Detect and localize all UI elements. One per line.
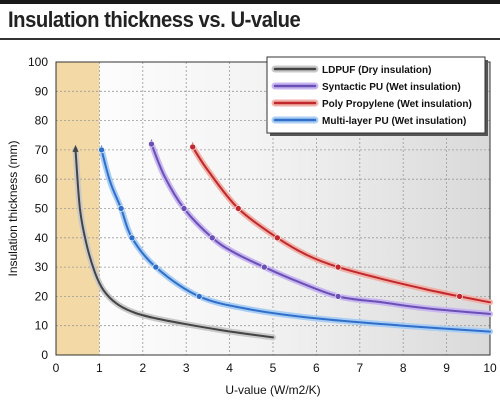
legend-label: Syntactic PU (Wet insulation) xyxy=(322,82,461,93)
chart-title: Insulation thickness vs. U-value xyxy=(8,7,301,32)
data-point xyxy=(334,293,342,300)
data-point xyxy=(117,205,125,212)
data-point xyxy=(152,263,160,271)
x-tick-label: 9 xyxy=(443,361,450,375)
y-tick-label: 40 xyxy=(35,231,49,245)
x-tick-label: 3 xyxy=(183,361,190,375)
y-tick-label: 10 xyxy=(35,319,49,333)
x-tick-label: 10 xyxy=(483,361,497,375)
data-point xyxy=(148,140,155,148)
x-tick-label: 5 xyxy=(270,361,277,375)
title-divider xyxy=(0,38,500,40)
x-tick-label: 6 xyxy=(313,361,320,375)
series-start-marker xyxy=(72,144,79,152)
series-line xyxy=(74,148,274,339)
x-tick-label: 0 xyxy=(53,361,60,375)
top-bar xyxy=(0,0,500,4)
x-tick-label: 7 xyxy=(356,361,363,375)
data-point xyxy=(274,234,281,242)
y-tick-label: 0 xyxy=(41,348,48,362)
x-tick-label: 2 xyxy=(139,361,146,375)
x-tick-label: 4 xyxy=(226,361,233,375)
y-axis-label: Insulation thickness (mm) xyxy=(6,140,20,276)
data-point xyxy=(208,234,216,242)
series-line xyxy=(191,146,491,304)
series-line xyxy=(100,148,491,333)
x-tick-label: 8 xyxy=(400,361,407,375)
data-point xyxy=(456,293,463,300)
series-1 xyxy=(72,144,276,341)
y-tick-label: 30 xyxy=(35,260,49,274)
data-point xyxy=(334,263,342,271)
legend: LDPUF (Dry insulation) Syntactic PU (Wet … xyxy=(266,56,488,136)
series-3 xyxy=(189,141,493,306)
legend-label: LDPUF (Dry insulation) xyxy=(322,65,431,76)
legend-label: Multi-layer PU (Wet insulation) xyxy=(322,116,466,127)
x-axis-label: U-value (W/m2/K) xyxy=(225,383,320,397)
data-point xyxy=(195,293,203,300)
series-lines xyxy=(72,139,493,341)
series-4 xyxy=(98,144,493,335)
legend-label: Poly Propylene (Wet insulation) xyxy=(322,99,472,110)
y-tick-label: 60 xyxy=(35,172,49,186)
data-point xyxy=(234,205,242,212)
y-tick-label: 90 xyxy=(35,84,49,98)
y-tick-label: 70 xyxy=(35,143,49,157)
y-tick-label: 20 xyxy=(35,289,49,303)
y-tick-label: 80 xyxy=(35,114,49,128)
y-tick-label: 50 xyxy=(35,202,49,216)
x-tick-label: 1 xyxy=(96,361,103,375)
data-point xyxy=(261,263,268,271)
series-2 xyxy=(148,139,493,317)
data-point xyxy=(128,234,136,242)
y-tick-label: 100 xyxy=(28,55,48,69)
data-point xyxy=(189,143,197,151)
data-point xyxy=(98,146,105,154)
data-point xyxy=(180,205,188,212)
